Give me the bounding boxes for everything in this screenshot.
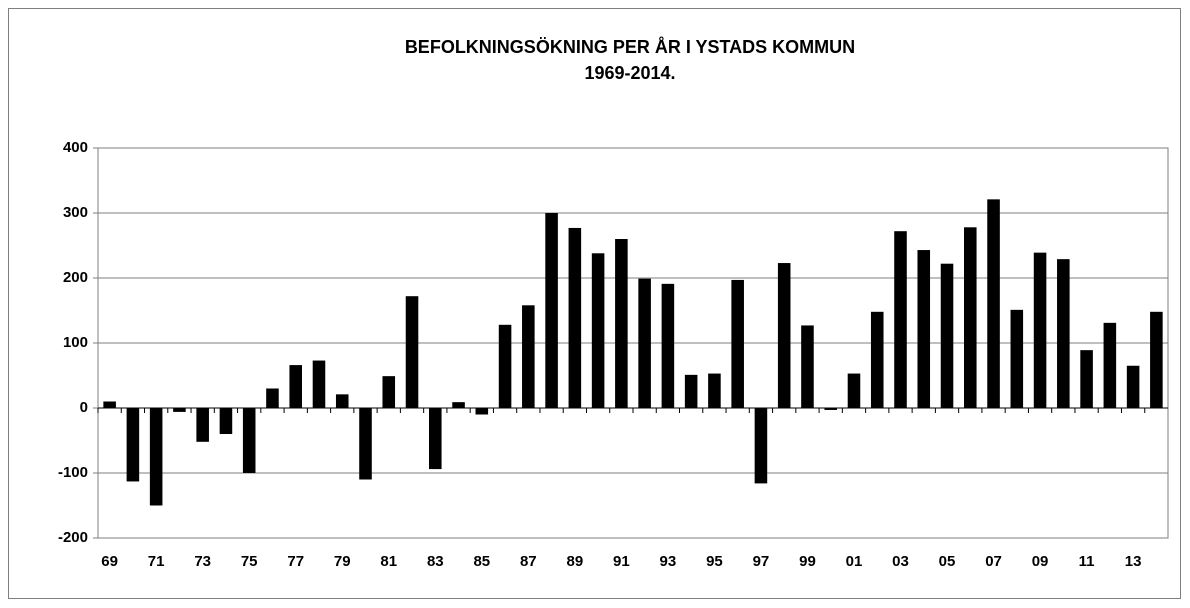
bar xyxy=(149,408,163,506)
x-tick-label: 89 xyxy=(567,553,584,570)
bar xyxy=(917,250,931,408)
bar xyxy=(289,365,302,408)
x-tick-label: 05 xyxy=(939,553,956,570)
bar xyxy=(173,408,186,412)
bar xyxy=(382,376,396,408)
x-tick-label: 73 xyxy=(194,553,211,570)
bar xyxy=(1126,365,1140,408)
x-tick-label: 79 xyxy=(334,553,351,570)
x-tick-label: 83 xyxy=(427,553,444,570)
x-tick-label: 11 xyxy=(1079,553,1095,570)
bar xyxy=(591,253,605,408)
bar xyxy=(126,408,140,482)
bar xyxy=(964,227,977,408)
bar xyxy=(754,408,768,484)
bar xyxy=(894,231,907,408)
bar xyxy=(1033,252,1047,408)
bar xyxy=(452,402,465,408)
x-tick-label: 85 xyxy=(473,553,490,570)
x-tick-label: 93 xyxy=(660,553,677,570)
x-tick-label: 07 xyxy=(985,553,1002,570)
y-tick-label: 300 xyxy=(63,204,88,221)
bar xyxy=(940,263,954,408)
bar xyxy=(801,325,814,408)
x-tick-label: 95 xyxy=(706,553,723,570)
bar xyxy=(522,305,535,408)
bar xyxy=(475,408,489,415)
x-tick-label: 13 xyxy=(1125,553,1142,570)
bar xyxy=(870,311,884,408)
x-tick-label: 01 xyxy=(846,553,863,570)
x-tick-label: 99 xyxy=(799,553,816,570)
bar xyxy=(824,408,837,410)
bar xyxy=(568,227,582,408)
x-tick-label: 09 xyxy=(1032,553,1049,570)
y-tick-label: 100 xyxy=(63,334,88,351)
x-tick-label: 91 xyxy=(613,553,630,570)
bar xyxy=(1057,259,1070,408)
y-tick-label: 200 xyxy=(63,269,88,286)
bar xyxy=(498,324,512,408)
x-tick-label: 77 xyxy=(287,553,304,570)
bar xyxy=(359,408,372,480)
x-tick-label: 87 xyxy=(520,553,537,570)
x-tick-label: 75 xyxy=(241,553,258,570)
bar xyxy=(777,263,791,408)
bar xyxy=(847,373,861,408)
bar xyxy=(1080,350,1093,408)
bar xyxy=(987,199,1000,408)
bar xyxy=(335,394,349,408)
bar xyxy=(103,401,116,408)
y-tick-label: -200 xyxy=(58,529,88,546)
bar xyxy=(545,213,558,408)
chart-title: BEFOLKNINGSÖKNING PER ÅR I YSTADS KOMMUN xyxy=(405,37,855,57)
bar xyxy=(1103,322,1117,408)
bar xyxy=(429,408,442,470)
x-tick-label: 69 xyxy=(101,553,118,570)
bar xyxy=(266,388,279,408)
bar xyxy=(1150,311,1163,408)
x-tick-label: 03 xyxy=(892,553,909,570)
y-tick-label: 400 xyxy=(63,139,88,156)
bar xyxy=(661,283,675,408)
chart-subtitle: 1969-2014. xyxy=(584,63,675,83)
bar xyxy=(708,373,721,408)
bar xyxy=(615,239,628,408)
bar xyxy=(1010,309,1024,408)
y-tick-label: 0 xyxy=(80,399,88,416)
bar xyxy=(196,408,209,442)
bar xyxy=(684,374,698,408)
bar xyxy=(731,279,744,408)
bar xyxy=(405,296,419,408)
x-tick-label: 71 xyxy=(148,553,165,570)
bar xyxy=(219,408,233,434)
bar xyxy=(312,360,326,408)
x-tick-label: 97 xyxy=(753,553,770,570)
bar xyxy=(638,278,651,408)
bar xyxy=(242,408,256,473)
x-tick-label: 81 xyxy=(380,553,397,570)
y-tick-label: -100 xyxy=(58,464,88,481)
